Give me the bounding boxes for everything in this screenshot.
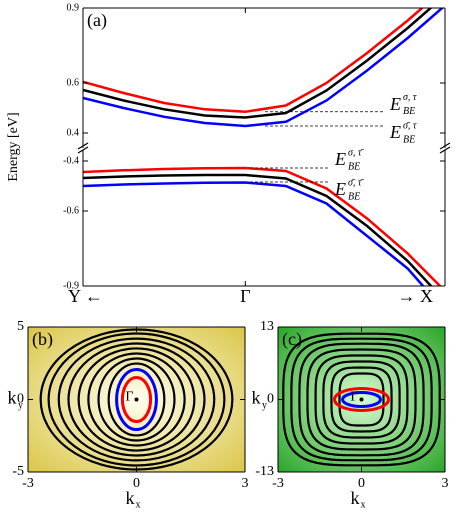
panel-label: (b) [32, 329, 53, 350]
panel-label: (a) [87, 10, 107, 31]
x-axis-label: k [351, 488, 360, 508]
y-tick-label: -5 [12, 464, 24, 479]
contour [333, 387, 390, 412]
annotation-sub: BE [348, 191, 360, 202]
y-tick-label: 0 [17, 392, 24, 407]
x-tick-label: -3 [272, 476, 284, 491]
y-axis-label-sub: y [18, 400, 23, 411]
contour [330, 366, 393, 433]
annotation-base: E [334, 179, 346, 199]
x-tick-label: 0 [133, 476, 140, 491]
band-line [83, 8, 433, 119]
axis-break [77, 146, 89, 154]
y-axis-label: k [8, 388, 17, 408]
contour [298, 342, 425, 457]
contour [47, 332, 226, 467]
y-tick-label: 0 [267, 392, 274, 407]
axis-break [77, 142, 89, 150]
annotation-sup: σ, τ [403, 92, 417, 103]
gamma-point [134, 397, 139, 402]
axis-break [439, 142, 451, 150]
annotation-sup: σ̄, τ [403, 120, 417, 131]
contour [290, 337, 433, 462]
y-tick-label: 0.9 [67, 2, 80, 13]
contour [341, 391, 382, 408]
contour [67, 342, 206, 457]
annotation-base: E [389, 94, 401, 114]
gamma-point [359, 397, 364, 402]
annotation-sub: BE [403, 134, 415, 145]
y-tick-label: -0.4 [63, 155, 79, 166]
band-line [83, 166, 442, 286]
annotation-base: E [389, 122, 401, 142]
band-line [83, 173, 433, 286]
annotation-sup: σ̄, τ̄ [348, 177, 365, 188]
contour [57, 337, 216, 462]
y-tick-label: 13 [260, 319, 274, 334]
contour [322, 360, 401, 439]
y-tick-label: -0.6 [63, 205, 79, 216]
y-tick-label: 5 [17, 319, 24, 334]
gamma-label: Γ [125, 390, 133, 405]
y-axis-label: Energy [eV] [6, 112, 21, 181]
x-tick-label: → X [398, 286, 434, 306]
axis-break [439, 146, 451, 154]
y-axis-label-sub: y [262, 400, 267, 411]
annotation-sup: σ, τ̄ [348, 147, 365, 158]
contour [120, 375, 153, 424]
x-tick-label: -3 [22, 476, 34, 491]
y-axis-label: k [252, 388, 261, 408]
x-tick-label: 3 [242, 476, 249, 491]
contour [338, 372, 385, 427]
x-axis-label: k [126, 488, 135, 508]
contour [115, 367, 158, 432]
x-tick-label: Y ← [68, 286, 103, 306]
band-line [83, 8, 445, 128]
contour [77, 347, 196, 452]
panel-label: (c) [282, 329, 302, 350]
y-tick-label: 0.4 [67, 127, 80, 138]
x-tick-label: 3 [442, 476, 449, 491]
band-line [83, 8, 424, 114]
contour [97, 357, 176, 442]
annotation-sub: BE [348, 161, 360, 172]
gamma-label: Γ [350, 390, 358, 405]
y-tick-label: -0.9 [63, 280, 79, 291]
band-line [83, 181, 425, 286]
contour [107, 362, 166, 437]
annotation-sub: BE [403, 106, 415, 117]
y-tick-label: -13 [255, 464, 274, 479]
contour [87, 352, 186, 447]
x-tick-label: 0 [358, 476, 365, 491]
contour [306, 348, 417, 451]
x-axis-label-sub: x [361, 499, 366, 510]
contour [314, 354, 409, 445]
x-tick-label: Γ [240, 286, 250, 306]
contour [282, 332, 441, 467]
y-tick-label: 0.6 [67, 77, 80, 88]
annotation-base: E [334, 149, 346, 169]
x-axis-label-sub: x [136, 499, 141, 510]
